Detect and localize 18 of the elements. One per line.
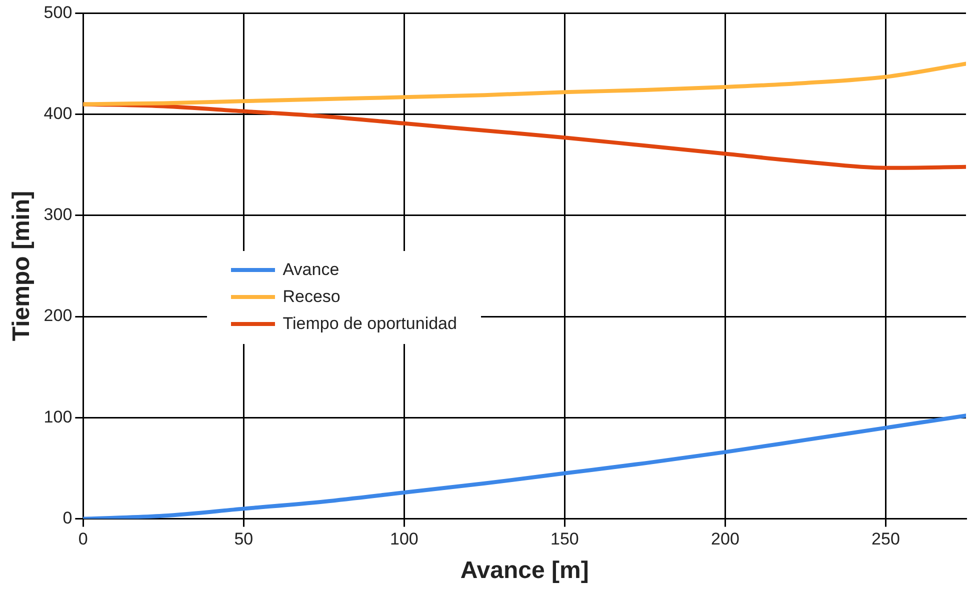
y-tick-label: 100 [44, 407, 72, 426]
x-tick-label: 100 [390, 530, 418, 549]
y-tick-label: 200 [44, 306, 72, 326]
x-tick-label: 50 [234, 530, 254, 549]
x-tick-label: 250 [872, 530, 900, 549]
x-axis-title: Avance [m] [460, 557, 589, 584]
legend-label: Receso [282, 287, 340, 308]
y-tick-label: 300 [44, 205, 72, 224]
legend-label: Tiempo de oportunidad [282, 314, 457, 334]
y-axis-title: Tiempo [min] [8, 190, 36, 342]
y-tick-label: 0 [62, 508, 72, 528]
legend-label: Avance [282, 260, 340, 280]
x-tick-label: 150 [550, 530, 579, 549]
y-tick-label: 500 [44, 2, 72, 22]
x-tick-label: 0 [78, 530, 88, 549]
line-series [83, 62, 966, 106]
x-tick-label: 200 [711, 530, 740, 549]
y-tick-label: 400 [44, 104, 72, 124]
